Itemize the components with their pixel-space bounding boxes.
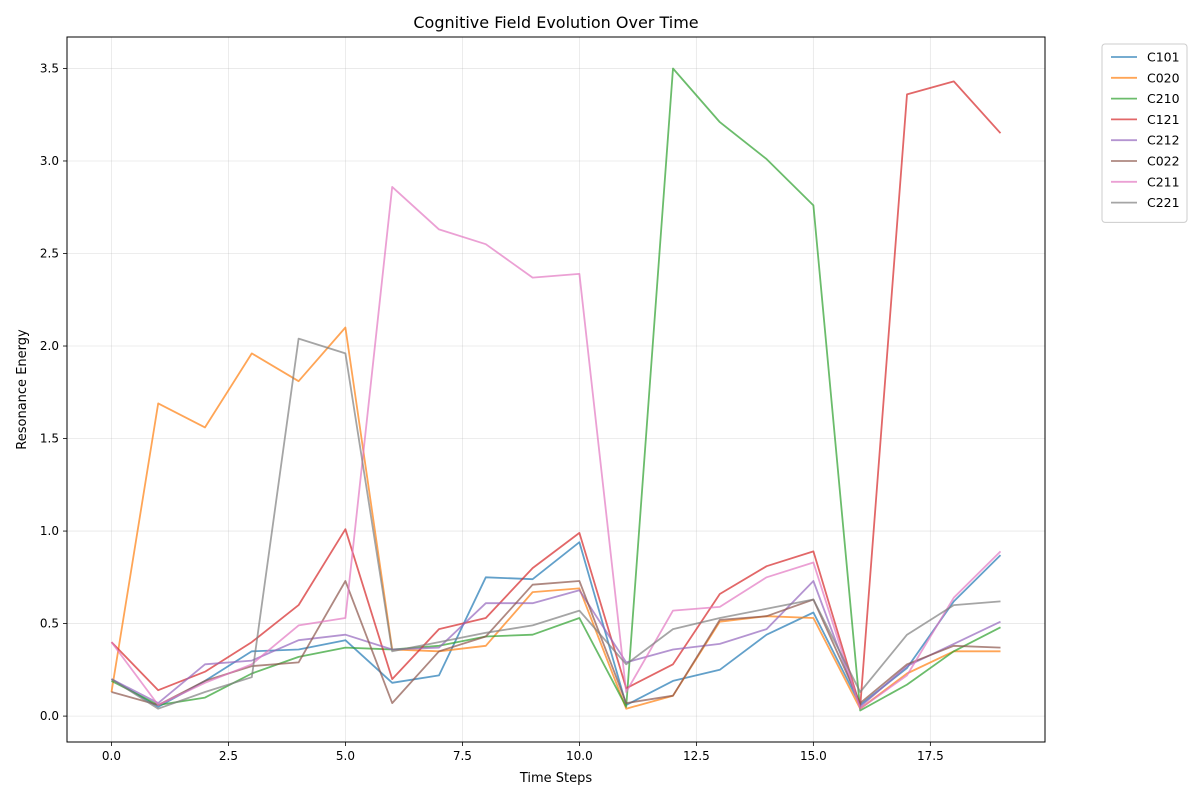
legend-label-c210: C210 — [1147, 91, 1180, 106]
y-tick-label: 2.5 — [40, 246, 59, 260]
series-line-c212 — [111, 580, 1001, 708]
y-tick-label: 3.0 — [40, 154, 59, 168]
y-tick-label: 0.5 — [40, 617, 59, 631]
chart-title: Cognitive Field Evolution Over Time — [413, 13, 698, 32]
x-tick-label: 15.0 — [800, 749, 827, 763]
legend-label-c211: C211 — [1147, 174, 1180, 189]
legend-label-c212: C212 — [1147, 133, 1180, 148]
x-tick-label: 2.5 — [219, 749, 238, 763]
series-line-c022 — [111, 580, 1001, 706]
legend-box — [1101, 43, 1188, 223]
legend-label-c022: C022 — [1147, 154, 1180, 169]
x-tick-label: 17.5 — [917, 749, 944, 763]
series-line-c020 — [110, 326, 1001, 710]
legend-label-c101: C101 — [1147, 50, 1180, 65]
y-tick-label: 1.5 — [40, 432, 59, 446]
x-tick-label: 5.0 — [336, 749, 355, 763]
x-axis-label: Time Steps — [519, 771, 593, 786]
legend-label-c221: C221 — [1147, 195, 1180, 210]
axis-ticks: 0.0 2.5 5.0 7.5 10.0 12.5 15.0 17.5 0.0 0.5 1.0 1.5… — [40, 61, 944, 763]
series-line-c211 — [110, 185, 1002, 710]
series-line-c121 — [110, 80, 1002, 708]
series-lines — [110, 67, 1002, 712]
plot-frame — [66, 36, 1046, 743]
x-tick-label: 7.5 — [453, 749, 472, 763]
x-tick-label: 12.5 — [683, 749, 710, 763]
y-axis-label: Resonance Energy — [15, 329, 30, 450]
y-tick-label: 2.0 — [40, 339, 59, 353]
x-tick-label: 10.0 — [566, 749, 593, 763]
legend-label-c020: C020 — [1147, 70, 1180, 85]
x-tick-label: 0.0 — [102, 749, 121, 763]
legend-label-c121: C121 — [1147, 112, 1180, 127]
series-line-c101 — [111, 541, 1002, 708]
y-tick-label: 0.0 — [40, 709, 59, 723]
series-line-c210 — [111, 67, 1001, 712]
y-tick-label: 1.0 — [40, 524, 59, 538]
y-tick-label: 3.5 — [40, 61, 59, 75]
grid — [67, 37, 1045, 742]
series-line-c221 — [111, 337, 1001, 710]
legend: C101 C020 C210 C121 C212 C022 C211 C221 — [1101, 43, 1188, 223]
